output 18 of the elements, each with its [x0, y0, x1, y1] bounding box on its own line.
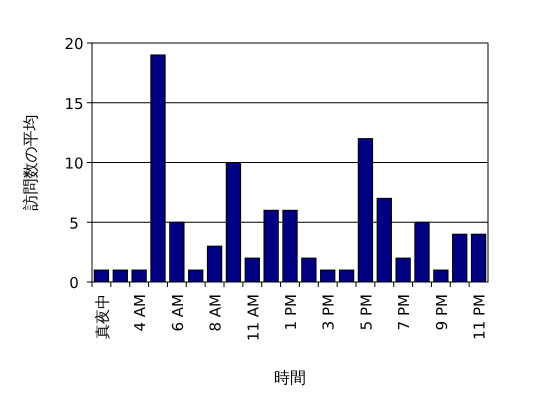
x-tick-label: 3 PM — [320, 294, 338, 330]
y-tick-label: 0 — [69, 274, 79, 292]
x-tick-label: 11 PM — [470, 294, 489, 340]
x-tick-label: 1 PM — [282, 294, 300, 330]
y-axis-title: 訪問数の平均 — [21, 114, 40, 210]
x-tick-label: 6 AM — [168, 294, 187, 332]
x-axis-title: 時間 — [274, 368, 306, 387]
y-tick-label: 5 — [69, 214, 79, 232]
x-tick-label: 真夜中 — [93, 294, 112, 339]
x-tick-label: 4 AM — [131, 294, 150, 332]
x-tick-label: 9 PM — [432, 294, 451, 330]
x-tick-label: 7 PM — [395, 294, 414, 330]
x-tick-label: 8 AM — [206, 294, 225, 332]
x-tick-label: 11 AM — [244, 294, 262, 342]
y-tick-label: 15 — [64, 94, 84, 113]
x-tick-label: 5 PM — [357, 294, 376, 330]
y-tick-label: 10 — [64, 154, 84, 172]
y-tick-label: 20 — [64, 35, 84, 53]
